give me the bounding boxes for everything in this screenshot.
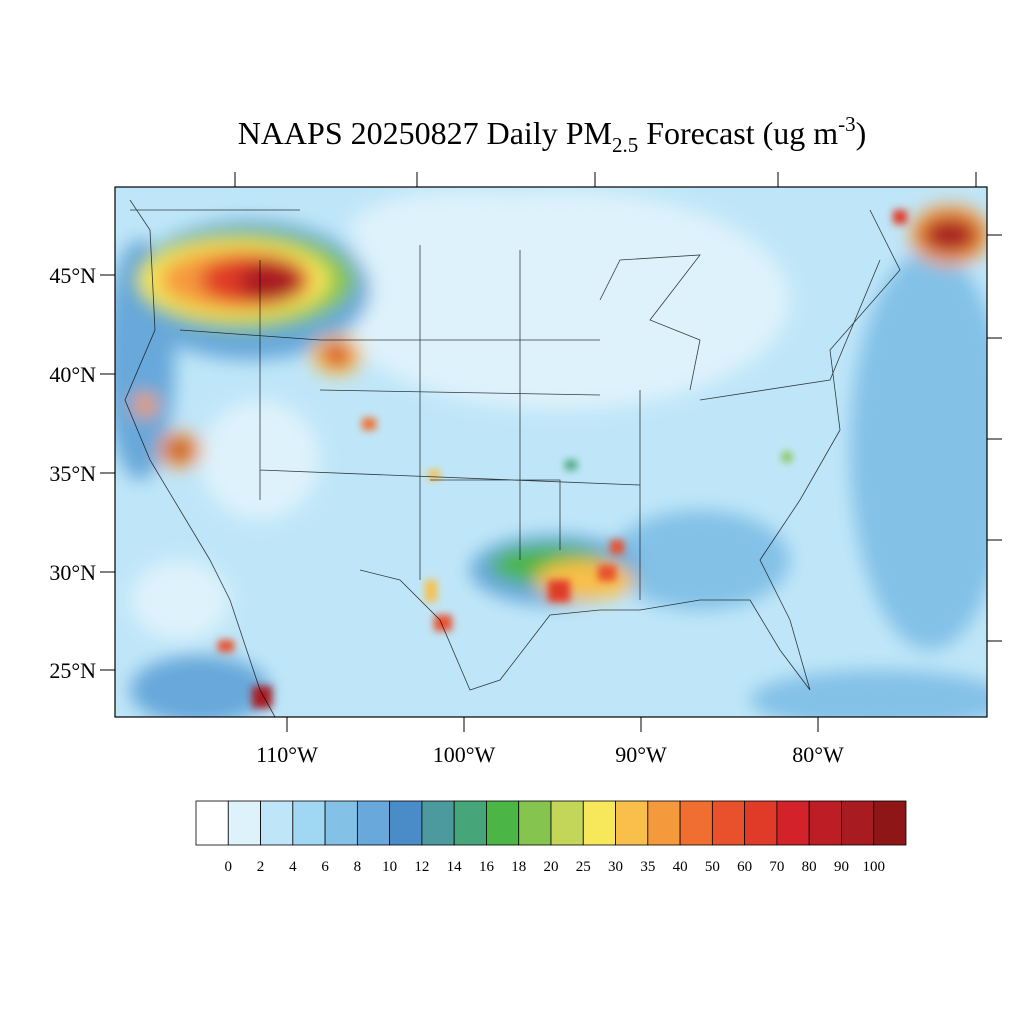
colorbar-box <box>227 800 261 846</box>
colorbar-label: 0 <box>225 859 233 875</box>
title-end: ) <box>856 115 867 151</box>
map-field <box>115 187 987 717</box>
colorbar-label: 2 <box>257 859 265 875</box>
colorbar: 0 2 4 6 8 10 12 14 16 18 20 25 30 35 40 50 60 70 80 90 100 <box>195 800 907 875</box>
lat-label: 30°N <box>49 560 96 585</box>
colorbar-box <box>582 800 616 846</box>
colorbar-box <box>486 800 520 846</box>
colorbar-label: 90 <box>834 859 849 875</box>
colorbar-box <box>615 800 649 846</box>
colorbar-label: 25 <box>576 859 591 875</box>
colorbar-label: 35 <box>640 859 655 875</box>
colorbar-box <box>453 800 487 846</box>
lon-label: 110°W <box>256 742 318 767</box>
colorbar-box <box>260 800 294 846</box>
colorbar-label: 70 <box>769 859 784 875</box>
colorbar-box <box>356 800 391 846</box>
colorbar-label: 80 <box>802 859 817 875</box>
lat-label: 45°N <box>49 263 96 288</box>
colorbar-label: 10 <box>382 859 397 875</box>
colorbar-label: 8 <box>354 859 362 875</box>
colorbar-box <box>518 800 552 846</box>
colorbar-box <box>711 800 746 846</box>
title-rest: Forecast (ug m <box>638 115 838 151</box>
axis-labels: 45°N 40°N 35°N 30°N 25°N 110°W 100°W 90°W 80°W <box>49 263 844 767</box>
colorbar-box <box>389 800 423 846</box>
colorbar-label: 6 <box>321 859 329 875</box>
colorbar-label: 40 <box>673 859 688 875</box>
colorbar-box <box>647 800 681 846</box>
colorbar-box <box>841 800 875 846</box>
colorbar-label: 100 <box>862 859 885 875</box>
colorbar-box <box>550 800 584 846</box>
colorbar-label: 12 <box>414 859 429 875</box>
colorbar-box <box>324 800 358 846</box>
map-frame <box>114 186 988 718</box>
title: NAAPS 20250827 Daily PM2.5 Forecast (ug … <box>238 112 867 157</box>
lat-label: 35°N <box>49 461 96 486</box>
lon-label: 80°W <box>792 742 844 767</box>
colorbar-label: 60 <box>737 859 752 875</box>
colorbar-label: 4 <box>289 859 297 875</box>
colorbar-label: 30 <box>608 859 623 875</box>
title-main: NAAPS 20250827 Daily PM <box>238 115 612 151</box>
colorbar-box <box>421 800 455 846</box>
lon-label: 100°W <box>433 742 496 767</box>
lat-label: 25°N <box>49 658 96 683</box>
title-sup: -3 <box>838 112 856 136</box>
colorbar-label: 50 <box>705 859 720 875</box>
colorbar-label: 14 <box>447 859 463 875</box>
colorbar-box <box>292 800 326 846</box>
title-sub: 2.5 <box>612 133 638 157</box>
colorbar-label: 18 <box>511 859 526 875</box>
colorbar-label: 16 <box>479 859 495 875</box>
colorbar-box <box>195 800 229 846</box>
frame-ticks <box>100 172 1002 732</box>
colorbar-box <box>873 800 907 846</box>
colorbar-box <box>744 800 778 846</box>
lon-label: 90°W <box>615 742 667 767</box>
colorbar-box <box>679 800 713 846</box>
lat-label: 40°N <box>49 362 96 387</box>
colorbar-box <box>808 800 842 846</box>
colorbar-label: 20 <box>544 859 559 875</box>
colorbar-box <box>776 800 810 846</box>
